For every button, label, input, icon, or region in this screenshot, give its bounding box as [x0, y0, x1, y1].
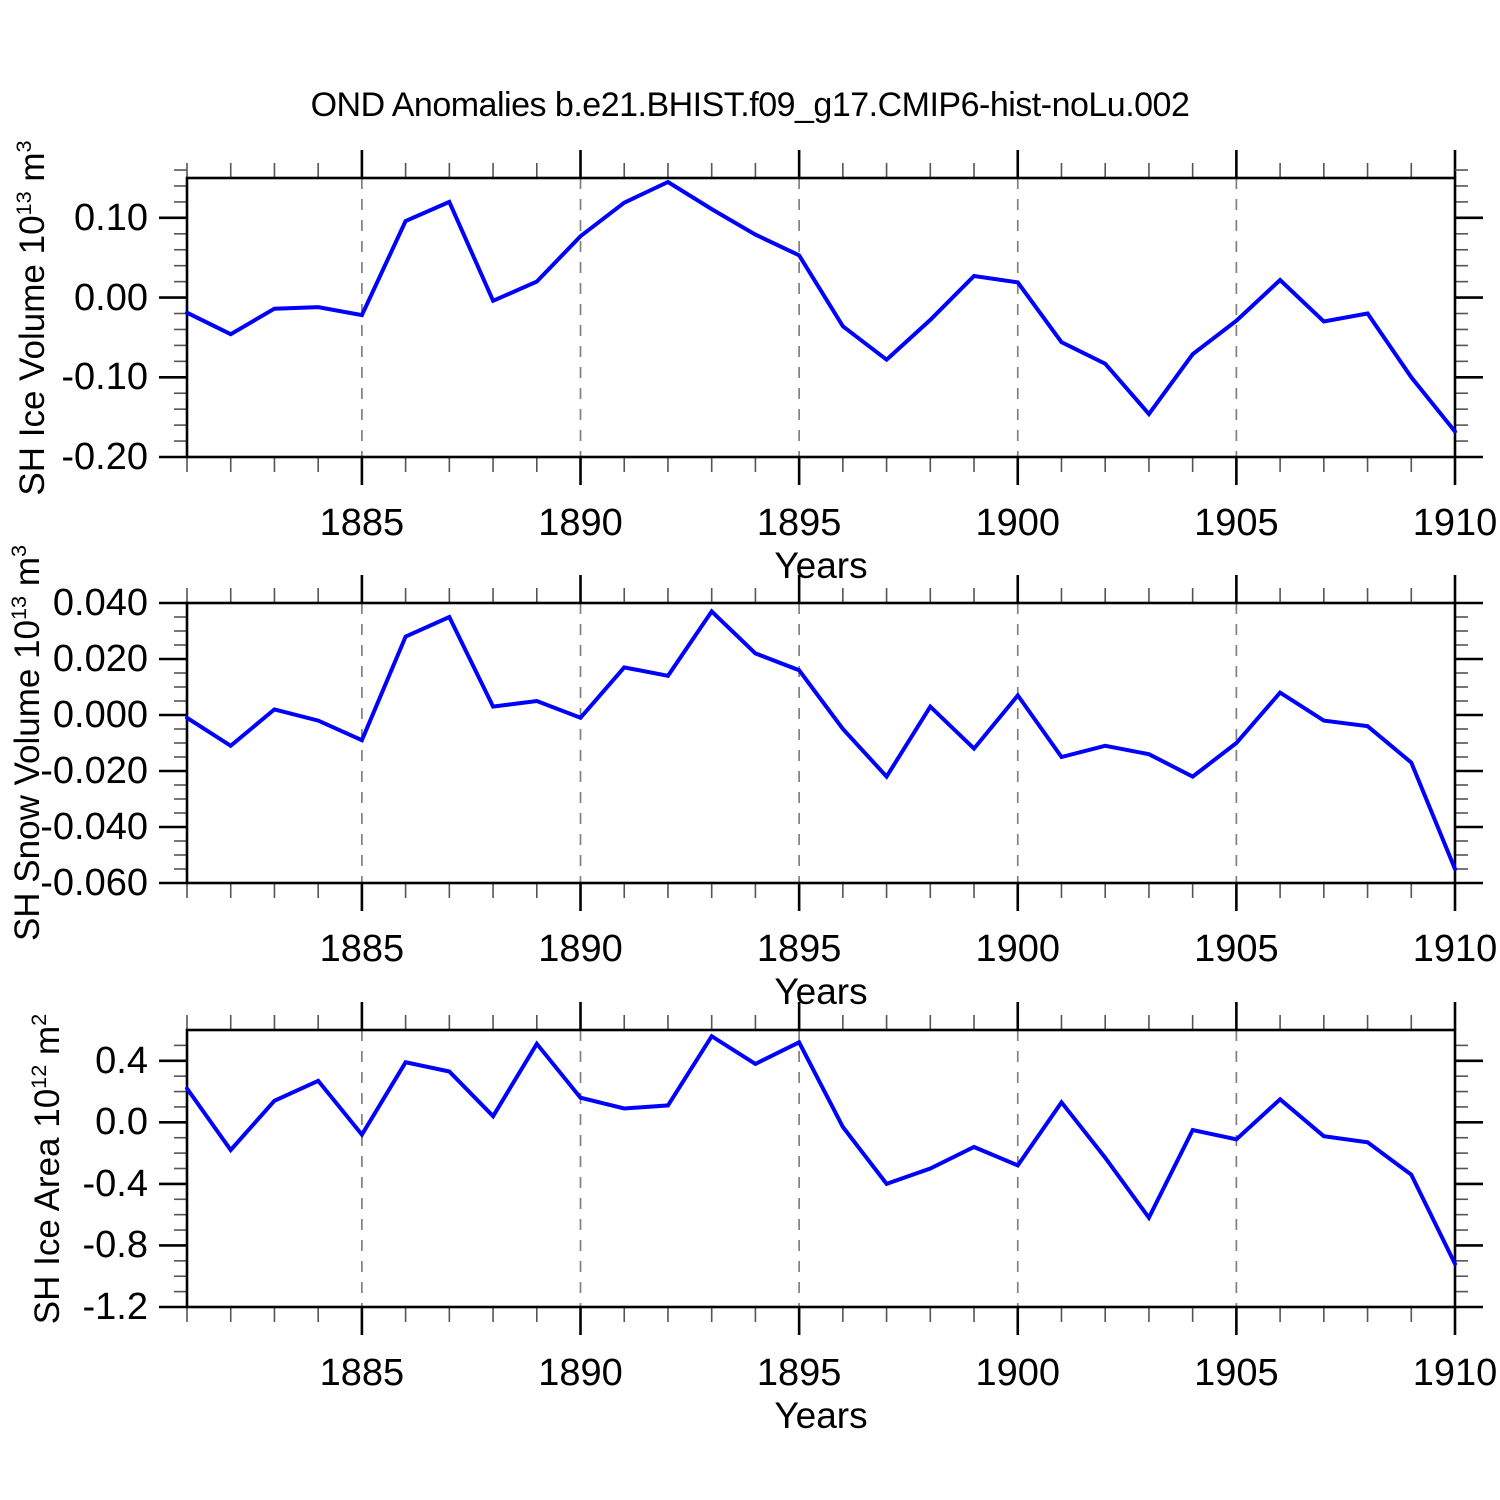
- plot-border: [185, 601, 1457, 885]
- y-axis-title-sh-ice-volume: SH Ice Volume 1013 m3: [11, 139, 52, 496]
- y-tick-label: 0.00: [74, 276, 148, 319]
- plot-sh-ice-volume: [159, 150, 1483, 485]
- y-tick-label: 0.0: [95, 1101, 148, 1144]
- x-tick-label: 1885: [319, 1352, 405, 1394]
- x-tick-label: 1910: [1412, 1352, 1498, 1394]
- x-tick-label: 1890: [538, 1352, 623, 1394]
- data-line-sh-ice-area: [185, 1033, 1457, 1266]
- x-axis-title: Years: [774, 971, 868, 1012]
- y-axis-title-sh-snow-volume: SH Snow Volume 1013 m3: [6, 544, 47, 942]
- x-tick-label: 1905: [1194, 1352, 1279, 1394]
- plot-sh-ice-area: [159, 1002, 1483, 1335]
- y-tick-label: -0.10: [61, 356, 148, 399]
- y-tick-label: 0.020: [52, 638, 148, 680]
- x-tick-label: 1895: [756, 1352, 842, 1394]
- x-tick-label: 1890: [538, 928, 623, 970]
- y-tick-label: -0.020: [40, 750, 148, 792]
- x-tick-label: 1890: [538, 502, 623, 544]
- y-tick-label: -1.2: [82, 1286, 148, 1328]
- x-tick-label: 1895: [756, 502, 842, 544]
- x-axis-title: Years: [774, 545, 868, 586]
- x-tick-label: 1885: [319, 502, 405, 544]
- y-tick-label: -0.20: [61, 436, 148, 478]
- y-tick-label: 0.4: [95, 1039, 148, 1082]
- y-tick-label: -0.8: [82, 1224, 148, 1267]
- x-tick-label: 1885: [319, 928, 405, 970]
- data-line-sh-snow-volume: [185, 608, 1457, 871]
- x-tick-label: 1905: [1194, 928, 1279, 970]
- y-axis-title-sh-ice-area: SH Ice Area 1012 m2: [26, 1013, 67, 1324]
- y-tick-label: -0.060: [40, 862, 148, 904]
- y-tick-label: -0.4: [82, 1162, 148, 1205]
- y-tick-label: 0.10: [74, 196, 148, 239]
- x-tick-label: 1900: [975, 502, 1061, 544]
- x-tick-label: 1895: [756, 928, 842, 970]
- data-line-sh-ice-volume: [185, 179, 1457, 434]
- plot-sh-snow-volume: [159, 575, 1483, 911]
- y-tick-label: 0.040: [52, 582, 148, 624]
- x-tick-label: 1910: [1412, 928, 1498, 970]
- plot-border: [185, 176, 1457, 459]
- x-tick-label: 1900: [975, 1352, 1061, 1394]
- y-tick-label: 0.000: [52, 694, 148, 736]
- x-tick-label: 1905: [1194, 502, 1279, 544]
- x-axis-title: Years: [774, 1395, 868, 1436]
- y-tick-label: -0.040: [40, 806, 148, 848]
- x-tick-label: 1910: [1412, 502, 1498, 544]
- chart-title: OND Anomalies b.e21.BHIST.f09_g17.CMIP6-…: [310, 86, 1190, 124]
- plot-border: [185, 1028, 1457, 1309]
- x-tick-label: 1900: [975, 928, 1061, 970]
